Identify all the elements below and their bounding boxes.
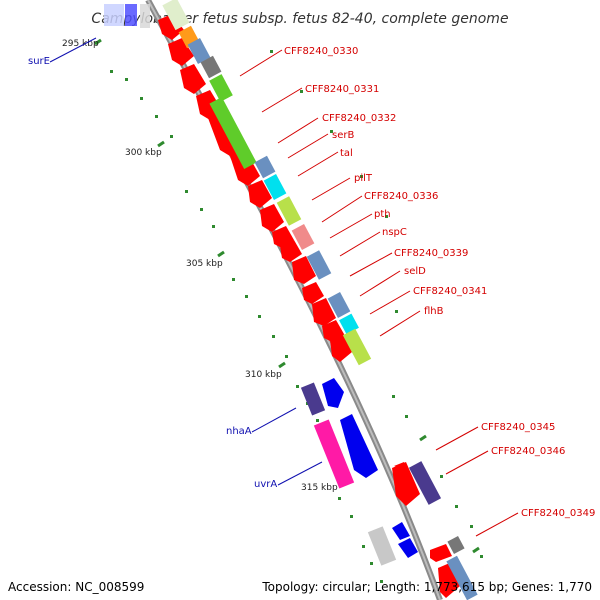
gene-label: serB [332,130,354,141]
reverse-genes-top [104,4,150,28]
reverse-gene-labels: surE nhaA uvrA [28,56,277,490]
gene-label: tal [340,148,353,159]
tick-label-310: 310 kbp [245,370,282,380]
tick-label-300: 300 kbp [125,148,162,158]
reverse-cds-track [300,378,418,566]
tick-labels: 295 kbp 300 kbp 305 kbp 310 kbp 315 kbp [62,39,338,493]
reverse-label-leaders [49,37,323,486]
tick-label-315: 315 kbp [301,483,338,493]
gene-label: CFF8240_0336 [364,191,438,202]
gene-label: pth [374,209,391,220]
forward-cog-track [162,0,478,600]
tick-label-295: 295 kbp [62,39,99,49]
tick-dots [110,50,483,583]
gene-label: CFF8240_0345 [481,422,555,433]
forward-label-leaders [239,49,519,537]
gene-label: CFF8240_0332 [322,113,396,124]
genome-summary-text: Topology: circular; Length: 1,773,615 bp… [262,580,592,594]
gene-label: CFF8240_0331 [305,84,379,95]
gene-label: selD [404,266,426,277]
gene-label: nspC [382,227,407,238]
gene-label: uvrA [254,479,277,490]
gene-label: CFF8240_0349 [521,508,595,519]
gene-label: pilT [354,173,373,184]
gene-label: CFF8240_0346 [491,446,565,457]
accession-text: Accession: NC_008599 [8,580,145,594]
gene-label: CFF8240_0330 [284,46,358,57]
gene-label: flhB [424,306,444,317]
tick-label-305: 305 kbp [186,259,223,269]
map-title: Campylobacter fetus subsp. fetus 82-40, … [91,11,508,27]
gene-label: CFF8240_0339 [394,248,468,259]
forward-gene-labels: CFF8240_0330 CFF8240_0331 CFF8240_0332 s… [284,46,595,519]
gene-label: nhaA [226,426,252,437]
gene-label: surE [28,56,50,67]
gene-label: CFF8240_0341 [413,286,487,297]
